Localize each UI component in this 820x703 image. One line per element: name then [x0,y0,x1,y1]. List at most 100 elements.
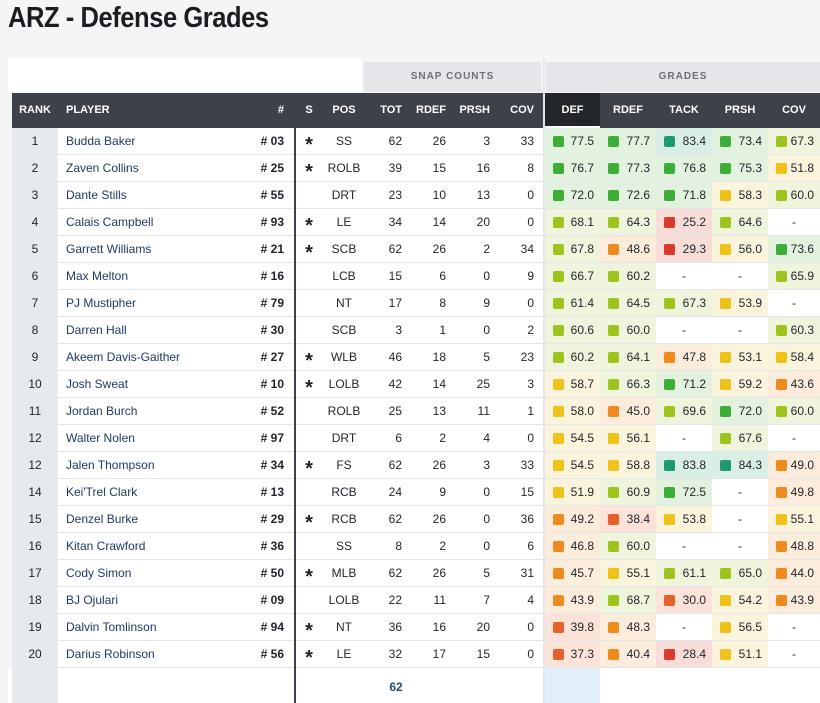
grade-swatch [720,379,731,390]
starter-mark: * [305,242,313,264]
jersey-number: # 52 [260,404,284,418]
snaps-total: 6 [395,431,402,445]
snaps-cov: 2 [527,323,534,337]
player-name[interactable]: Jordan Burch [66,404,138,418]
player-name[interactable]: Josh Sweat [66,377,129,391]
header-row [12,93,820,128]
column-header[interactable]: POS [332,104,356,116]
grade-swatch [608,379,619,390]
snaps-total: 24 [388,485,402,499]
grade-empty: - [792,431,796,445]
column-header[interactable]: S [305,104,313,116]
column-header[interactable]: RANK [19,104,51,116]
player-name[interactable]: Kei'Trel Clark [66,485,138,499]
grade-value: 40.4 [626,647,650,661]
footer-total: 62 [389,680,403,694]
player-name[interactable]: Darius Robinson [66,647,155,661]
column-header[interactable]: PRSH [724,104,756,116]
player-name[interactable]: Dante Stills [66,188,127,202]
grade-swatch [720,163,731,174]
rank: 8 [31,323,39,337]
grade-swatch [720,622,731,633]
player-name[interactable]: Max Melton [66,269,129,283]
grade-swatch [664,514,675,525]
player-name[interactable]: Darren Hall [66,323,127,337]
snaps-rdef: 2 [439,539,446,553]
snaps-cov: 6 [527,539,534,553]
grade-swatch [720,298,731,309]
grade-empty: - [738,512,742,526]
grade-value: 61.1 [682,566,706,580]
position: RCB [331,485,357,499]
grade-swatch [776,271,787,282]
column-header[interactable]: RDEF [613,104,643,116]
row [58,533,820,560]
grade-swatch [553,649,564,660]
player-name[interactable]: Jalen Thompson [66,458,155,472]
snaps-prsh: 5 [483,350,490,364]
snaps-cov: 33 [520,134,534,148]
grade-value: 69.6 [682,404,706,418]
rank: 14 [28,485,42,499]
snaps-total: 39 [388,161,402,175]
player-name[interactable]: Kitan Crawford [66,539,146,553]
jersey-number: # 16 [260,269,284,283]
snaps-prsh: 0 [483,539,490,553]
grade-value: 83.8 [682,458,706,472]
player-name[interactable]: Calais Campbell [66,215,154,229]
player-name[interactable]: PJ Mustipher [66,296,137,310]
player-name[interactable]: Budda Baker [66,134,136,148]
grade-value: 60.0 [790,188,814,202]
column-header[interactable]: PLAYER [66,104,110,116]
snaps-rdef: 1 [439,323,446,337]
grade-swatch [608,298,619,309]
jersey-number: # 09 [260,593,284,607]
rank: 20 [28,647,42,661]
snaps-total: 22 [388,593,402,607]
snaps-rdef: 26 [432,458,446,472]
grade-value: 67.3 [790,134,814,148]
column-header[interactable]: # [277,104,284,116]
snaps-rdef: 18 [432,350,446,364]
grade-value: 48.8 [790,539,814,553]
column-header[interactable]: COV [510,104,534,116]
player-name[interactable]: BJ Ojulari [66,593,119,607]
column-header[interactable]: COV [782,104,806,116]
player-name[interactable]: Denzel Burke [66,512,139,526]
snaps-cov: 36 [520,512,534,526]
player-name[interactable]: Garrett Williams [66,242,152,256]
position: ROLB [327,161,361,175]
player-name[interactable]: Zaven Collins [66,161,139,175]
player-name[interactable]: Walter Nolen [66,431,135,445]
grade-swatch [720,136,731,147]
grade-swatch [776,163,787,174]
player-name[interactable]: Dalvin Tomlinson [66,620,157,634]
column-header[interactable]: RDEF [416,104,446,116]
column-header[interactable]: TOT [380,104,402,116]
column-header[interactable]: PRSH [459,104,490,116]
grade-value: 58.4 [790,350,814,364]
player-name[interactable]: Cody Simon [66,566,132,580]
grade-swatch [608,487,619,498]
grade-value: 60.2 [570,350,594,364]
grade-swatch [664,595,675,606]
grade-swatch [776,514,787,525]
grade-swatch [720,433,731,444]
grade-value: 51.8 [790,161,814,175]
jersey-number: # 25 [260,161,284,175]
position: LOLB [328,377,360,391]
column-header[interactable]: DEF [561,104,584,116]
snaps-prsh: 11 [477,404,490,418]
snaps-total: 8 [395,539,402,553]
starter-mark: * [305,458,313,480]
snaps-prsh: 2 [483,242,490,256]
snaps-rdef: 2 [439,431,446,445]
snaps-rdef: 26 [432,242,446,256]
grade-swatch [664,163,675,174]
player-name[interactable]: Akeem Davis-Gaither [66,350,181,364]
grade-swatch [553,271,564,282]
snaps-cov: 0 [527,647,534,661]
grade-empty: - [682,539,686,553]
column-header[interactable]: TACK [669,104,699,116]
snaps-cov: 9 [527,269,534,283]
